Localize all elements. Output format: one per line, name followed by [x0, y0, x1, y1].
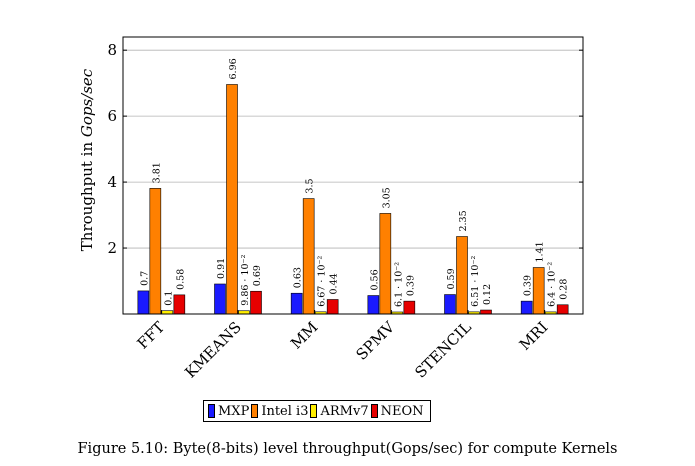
- bar-spmv-intel-i3: [379, 213, 392, 315]
- bar-mm-neon: [326, 299, 339, 315]
- data-label-mm-intel-i3: 3.5: [305, 178, 316, 193]
- x-tick-label-fft: FFT: [134, 318, 169, 353]
- bar-fft-mxp: [137, 290, 150, 315]
- legend-swatch-mxp: [208, 404, 215, 418]
- data-label-kmeans-neon: 0.69: [252, 265, 263, 286]
- data-label-mri-armv7: 6.4 · 10⁻²: [547, 262, 558, 307]
- legend-swatch-intel-i3: [251, 404, 259, 418]
- data-label-spmv-armv7: 6.1 · 10⁻²: [393, 262, 404, 307]
- bar-mri-mxp: [520, 300, 533, 315]
- data-label-fft-mxp: 0.7: [139, 271, 150, 286]
- plot-frame: [122, 36, 584, 315]
- bar-kmeans-mxp: [214, 283, 226, 315]
- data-label-spmv-neon: 0.39: [405, 275, 416, 296]
- data-label-stencil-mxp: 0.59: [446, 268, 457, 289]
- legend-label-neon: NEON: [380, 403, 424, 419]
- bar-fft-neon: [173, 294, 186, 315]
- bar-mri-neon: [556, 304, 569, 315]
- bar-spmv-neon: [403, 300, 416, 315]
- data-label-mm-mxp: 0.63: [293, 267, 304, 288]
- y-ticks: 2 4 6 8: [107, 41, 583, 257]
- legend-item-armv7: ARMv7: [310, 403, 369, 419]
- legend-label-armv7: ARMv7: [320, 403, 369, 419]
- data-label-stencil-intel-i3: 2.35: [458, 210, 469, 231]
- data-label-stencil-armv7: 6.51 · 10⁻²: [470, 256, 481, 307]
- bar-stencil-intel-i3: [456, 236, 468, 315]
- data-label-fft-intel-i3: 3.81: [151, 162, 162, 183]
- legend-swatch-armv7: [310, 404, 318, 418]
- bar-spmv-mxp: [367, 295, 380, 315]
- legend-swatch-neon: [370, 404, 378, 418]
- data-label-stencil-neon: 0.12: [482, 284, 493, 305]
- y-axis-label: Throughput in Gops/sec: [78, 68, 96, 251]
- bars: [137, 84, 569, 315]
- data-label-fft-neon: 0.58: [175, 269, 186, 290]
- data-label-mri-intel-i3: 1.41: [535, 241, 546, 262]
- bar-mri-intel-i3: [532, 267, 545, 315]
- data-label-mri-neon: 0.28: [559, 279, 570, 300]
- bar-fft-intel-i3: [149, 188, 162, 315]
- legend: MXP Intel i3 ARMv7 NEON: [203, 400, 431, 422]
- x-tick-label-mm: MM: [287, 318, 321, 352]
- legend-item-neon: NEON: [370, 403, 424, 419]
- data-label-mm-armv7: 6.67 · 10⁻²: [317, 255, 328, 306]
- bar-stencil-mxp: [444, 294, 456, 315]
- y-axis-label-unit: Gops/sec: [78, 68, 96, 137]
- legend-item-mxp: MXP: [208, 404, 249, 419]
- bar-kmeans-neon: [250, 290, 262, 315]
- x-tick-labels: FFT KMEANS MM SPMV STENCIL MRI: [134, 310, 552, 382]
- y-tick-label-6: 6: [107, 107, 117, 125]
- y-tick-label-2: 2: [107, 239, 117, 257]
- x-tick-label-spmv: SPMV: [353, 317, 399, 363]
- gridlines: [123, 49, 583, 249]
- bar-mm-mxp: [290, 292, 303, 315]
- y-axis-label-prefix: Throughput in: [78, 137, 96, 251]
- x-tick-label-stencil: STENCIL: [411, 318, 474, 381]
- data-labels: 0.7 3.81 0.10.58 0.91 6.96 9.86 · 10⁻² 0.69 0.6…: [139, 58, 569, 307]
- bar-mm-intel-i3: [302, 198, 315, 315]
- bar-kmeans-intel-i3: [226, 84, 238, 315]
- legend-label-mxp: MXP: [218, 403, 250, 419]
- data-label-kmeans-armv7: 9.86 · 10⁻²: [240, 254, 251, 305]
- data-label-mm-neon: 0.44: [329, 273, 340, 294]
- x-tick-label-mri: MRI: [516, 318, 552, 354]
- data-label-kmeans-intel-i3: 6.96: [228, 58, 239, 79]
- data-label-spmv-intel-i3: 3.05: [381, 187, 392, 208]
- legend-label-intel-i3: Intel i3: [261, 403, 309, 419]
- x-tick-label-kmeans: KMEANS: [181, 318, 244, 381]
- y-tick-label-8: 8: [107, 41, 117, 59]
- data-label-spmv-mxp: 0.56: [369, 269, 380, 290]
- figure-caption: Figure 5.10: Byte(8-bits) level throughp…: [77, 441, 618, 457]
- data-label-fft-armv7: 0.1: [163, 291, 174, 306]
- data-label-mri-mxp: 0.39: [523, 275, 534, 296]
- y-tick-label-4: 4: [107, 173, 117, 191]
- data-label-kmeans-mxp: 0.91: [216, 258, 227, 279]
- legend-item-intel-i3: Intel i3: [251, 404, 308, 419]
- bar-stencil-neon: [480, 309, 492, 315]
